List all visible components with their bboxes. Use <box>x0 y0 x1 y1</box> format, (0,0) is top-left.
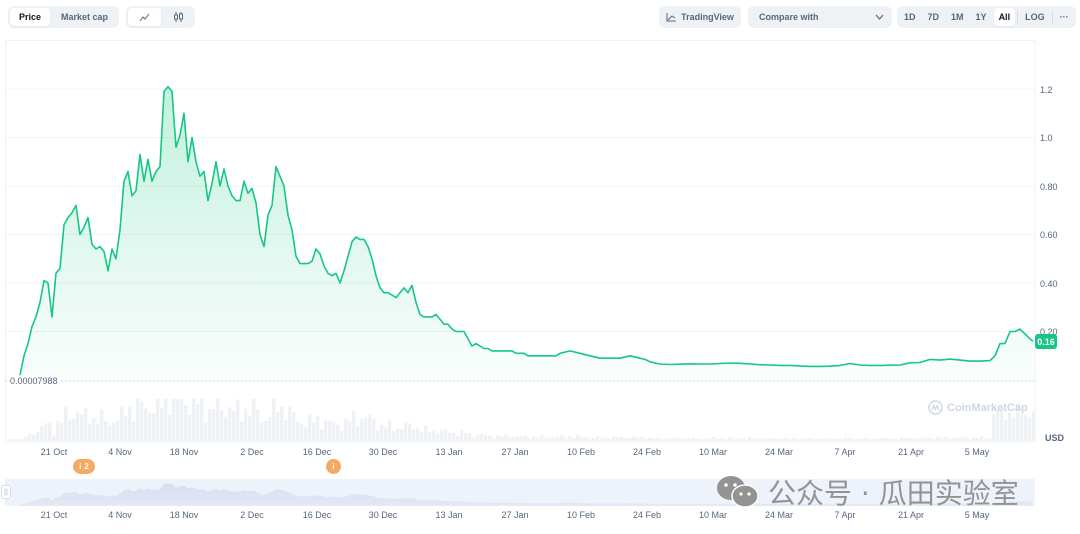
x-tick: 10 Mar <box>698 510 728 520</box>
metric-toggle: Price Market cap <box>8 6 119 28</box>
x-tick: 13 Jan <box>435 447 463 457</box>
line-chart-icon <box>139 13 150 21</box>
range-1y[interactable]: 1Y <box>975 12 987 22</box>
y-tick: 0.80 <box>1040 182 1058 192</box>
x-tick: 16 Dec <box>302 510 332 520</box>
x-tick: 10 Feb <box>566 447 596 457</box>
event-marker[interactable]: i <box>326 459 341 474</box>
x-tick: 5 May <box>964 447 990 457</box>
x-tick: 16 Dec <box>302 447 332 457</box>
compare-with-dropdown[interactable]: Compare with <box>748 6 892 28</box>
watermark-text: 公众号 · 瓜田实验室 <box>768 477 1019 510</box>
x-tick: 13 Jan <box>435 510 463 520</box>
x-tick: 24 Mar <box>764 447 794 457</box>
x-tick: 27 Jan <box>501 510 529 520</box>
x-tick: 10 Feb <box>566 510 596 520</box>
x-tick: 21 Apr <box>897 447 925 457</box>
y-tick: 0.20 <box>1040 327 1058 337</box>
x-tick: 18 Nov <box>169 447 199 457</box>
price-line <box>19 85 1034 376</box>
x-tick: 7 Apr <box>834 447 856 457</box>
candlestick-button[interactable] <box>163 8 193 26</box>
price-area <box>20 86 1033 381</box>
volume-bars <box>8 399 1036 441</box>
chevron-down-icon <box>875 14 884 20</box>
x-tick: 2 Dec <box>240 510 264 520</box>
y-tick: 0.40 <box>1040 279 1058 289</box>
tradingview-button[interactable]: TradingView <box>659 6 741 28</box>
coinmarketcap-logo-icon <box>928 400 943 415</box>
divider <box>1017 11 1019 23</box>
x-tick: 10 Mar <box>698 447 728 457</box>
wechat-watermark: 公众号 · 瓜田实验室 <box>716 472 1019 512</box>
x-tick: 21 Oct <box>40 447 68 457</box>
current-price-badge: 0.16 <box>1035 334 1057 349</box>
x-tick: 24 Feb <box>632 447 662 457</box>
event-count: 2 <box>84 462 89 471</box>
currency-label: USD <box>1045 433 1065 443</box>
x-tick: 4 Nov <box>108 510 132 520</box>
event-marker[interactable]: i 2 <box>73 459 95 474</box>
candlestick-icon <box>173 12 183 22</box>
range-toggle: 1D 7D 1M 1Y All LOG ··· <box>897 6 1076 28</box>
grid-lines <box>5 88 1035 332</box>
chart-type-toggle <box>126 6 195 28</box>
x-tick: 24 Feb <box>632 510 662 520</box>
range-all[interactable]: All <box>993 8 1016 26</box>
x-tick: 27 Jan <box>501 447 529 457</box>
y-tick: 1.2 <box>1040 85 1053 95</box>
x-tick: 21 Apr <box>897 510 925 520</box>
wechat-icon <box>717 476 759 508</box>
chart-plot-area[interactable] <box>5 40 1035 442</box>
range-1m[interactable]: 1M <box>951 12 964 22</box>
more-options-button[interactable]: ··· <box>1059 12 1069 22</box>
x-tick: 2 Dec <box>240 447 264 457</box>
x-tick: 30 Dec <box>368 447 398 457</box>
line-chart-button[interactable] <box>128 8 161 26</box>
tradingview-icon <box>666 12 677 21</box>
divider <box>1051 11 1053 23</box>
compare-with-label: Compare with <box>759 12 819 22</box>
x-tick: 18 Nov <box>169 510 199 520</box>
range-7d[interactable]: 7D <box>927 12 940 22</box>
x-tick: 5 May <box>964 510 990 520</box>
chart-toolbar: Price Market cap TradingView Compare wit… <box>0 6 1080 30</box>
info-icon: i <box>79 462 82 471</box>
range-1d[interactable]: 1D <box>904 12 916 22</box>
tradingview-label: TradingView <box>681 12 734 22</box>
log-scale-toggle[interactable]: LOG <box>1025 12 1045 22</box>
tab-market-cap[interactable]: Market cap <box>60 12 109 22</box>
min-price-label: 0.00007988 <box>10 376 60 386</box>
coinmarketcap-watermark: CoinMarketCap <box>928 400 1028 415</box>
navigator-left-handle[interactable]: || <box>1 485 11 499</box>
tab-price[interactable]: Price <box>10 8 50 26</box>
x-tick: 4 Nov <box>108 447 132 457</box>
y-tick: 1.0 <box>1040 133 1053 143</box>
info-icon: i <box>332 462 335 471</box>
watermark-text: CoinMarketCap <box>947 401 1028 414</box>
y-tick: 0.60 <box>1040 230 1058 240</box>
x-tick: 30 Dec <box>368 510 398 520</box>
x-tick: 21 Oct <box>40 510 68 520</box>
x-tick: 7 Apr <box>834 510 856 520</box>
x-tick: 24 Mar <box>764 510 794 520</box>
